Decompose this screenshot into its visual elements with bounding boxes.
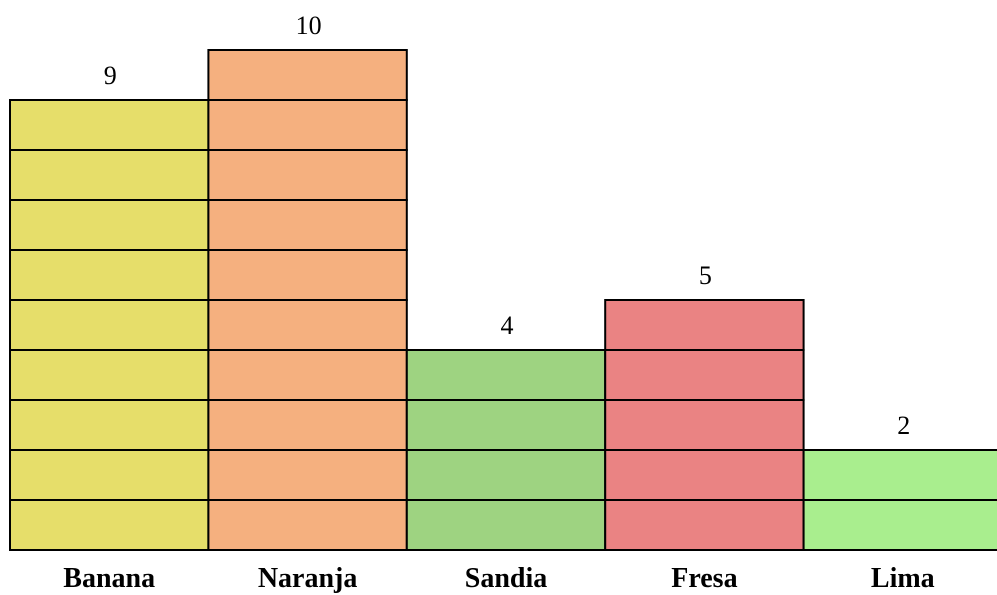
value-label-sandia: 4 (501, 311, 514, 340)
bar-segment-fresa (604, 299, 805, 351)
category-label-lima: Lima (871, 563, 935, 594)
bar-segment-sandia (405, 399, 607, 451)
category-labels-group: Banana Naranja Sandia Fresa Lima (63, 563, 934, 594)
bar-segment-banana (9, 349, 210, 401)
bar-segment-fresa (604, 499, 805, 551)
bar-segment-naranja (207, 349, 408, 401)
bar-segment-sandia (405, 499, 607, 551)
value-label-lima: 2 (897, 411, 910, 440)
bar-segment-banana (9, 149, 210, 201)
value-label-fresa: 5 (699, 261, 712, 290)
category-label-sandia: Sandia (465, 563, 548, 594)
bar-segment-banana (9, 449, 210, 501)
bar-segment-lima (802, 449, 997, 501)
bar-segment-sandia (405, 449, 607, 501)
value-labels-group: 9 10 4 5 2 (104, 11, 911, 440)
bar-segment-naranja (207, 99, 408, 151)
bar-segment-lima (802, 499, 997, 551)
bar-segment-banana (9, 299, 210, 351)
bar-segment-sandia (405, 349, 607, 401)
bar-segment-fresa (604, 349, 805, 401)
bar-segment-naranja (207, 49, 408, 101)
category-label-fresa: Fresa (671, 563, 737, 594)
bar-segment-fresa (604, 399, 805, 451)
bar-segment-banana (9, 399, 210, 451)
bar-segment-banana (9, 99, 210, 151)
bar-segment-banana (9, 249, 210, 301)
value-label-banana: 9 (104, 61, 117, 90)
bar-segment-naranja (207, 299, 408, 351)
category-label-naranja: Naranja (258, 563, 358, 594)
bar-segment-banana (9, 499, 210, 551)
bar-segment-naranja (207, 199, 408, 251)
bar-segment-naranja (207, 249, 408, 301)
bar-segment-naranja (207, 149, 408, 201)
bar-segment-naranja (207, 399, 408, 451)
value-label-naranja: 10 (296, 11, 322, 40)
bar-segment-fresa (604, 449, 805, 501)
bars-group (9, 49, 997, 551)
bar-segment-naranja (207, 449, 408, 501)
category-label-banana: Banana (63, 563, 155, 594)
bar-segment-naranja (207, 499, 408, 551)
bar-segment-banana (9, 199, 210, 251)
